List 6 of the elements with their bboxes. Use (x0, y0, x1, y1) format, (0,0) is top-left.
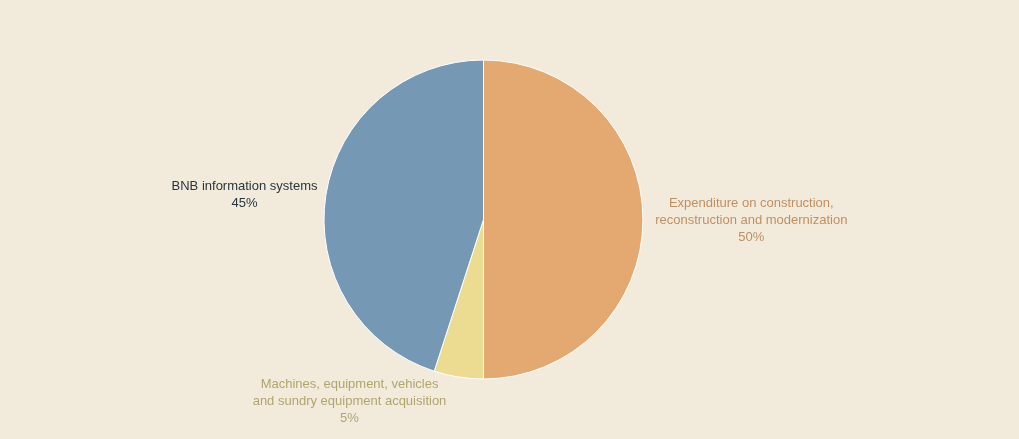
slice-label: Expenditure on construction, reconstruction and modernization (655, 195, 848, 227)
data-label: 5% (340, 410, 360, 426)
slice-label: Machines, equipment, vehicles and sundry equipment acquisition (252, 376, 447, 409)
slice-label: BNB information systems (171, 178, 318, 194)
data-label: 50% (738, 228, 765, 244)
data-label: 45% (231, 195, 258, 211)
